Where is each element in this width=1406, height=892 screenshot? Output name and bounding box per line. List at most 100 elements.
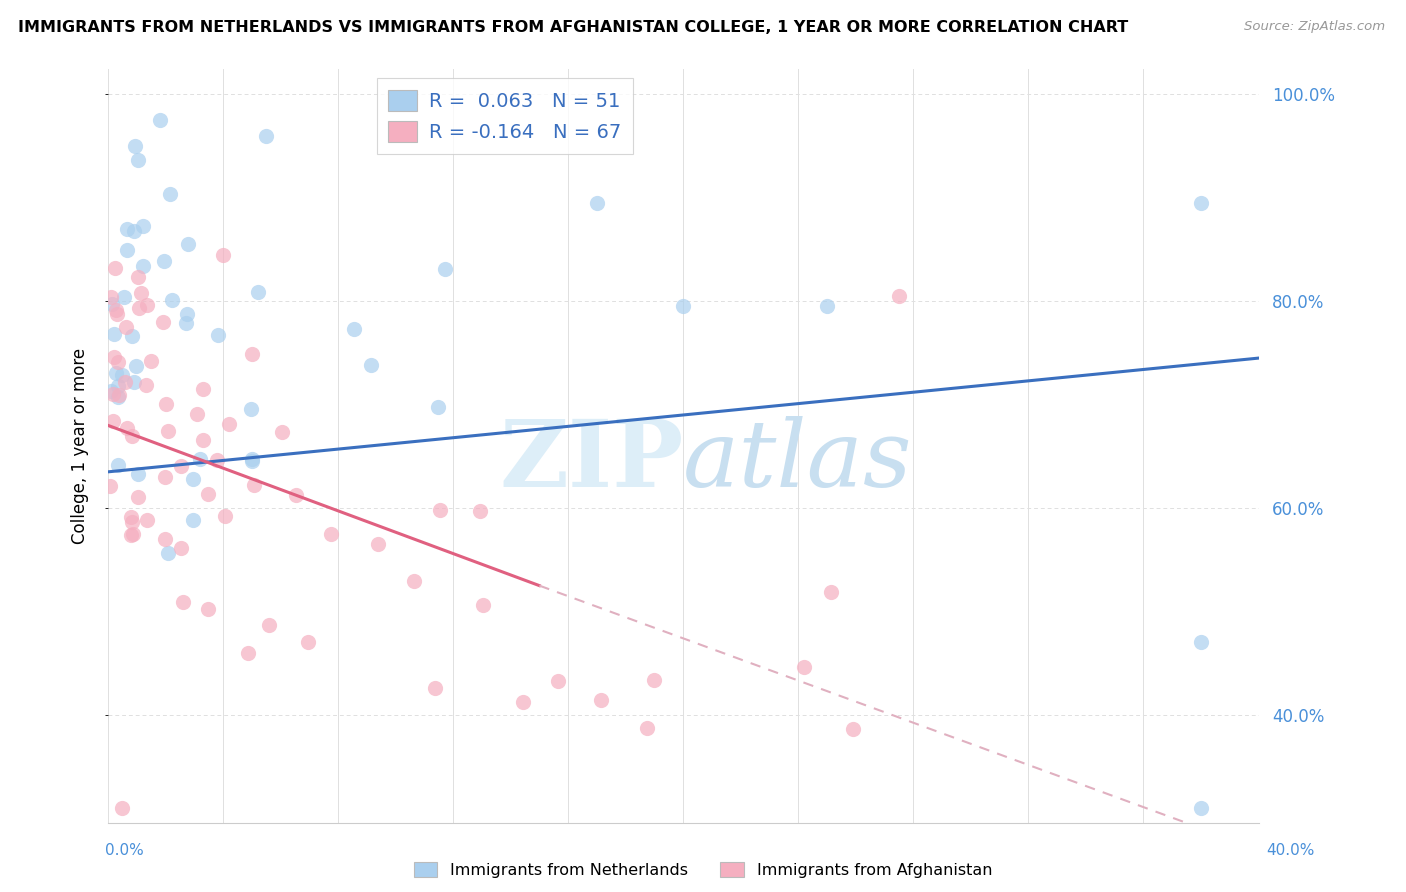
Point bbox=[107, 379, 129, 393]
Point bbox=[240, 453, 263, 467]
Point bbox=[176, 236, 198, 251]
Point bbox=[197, 602, 219, 616]
Point bbox=[343, 322, 366, 336]
Point bbox=[104, 366, 127, 380]
Point bbox=[1189, 635, 1212, 649]
Point bbox=[122, 527, 145, 541]
Point bbox=[107, 307, 129, 321]
Point bbox=[101, 414, 124, 428]
Point bbox=[205, 453, 228, 467]
Point bbox=[124, 139, 146, 153]
Point bbox=[98, 479, 121, 493]
Point bbox=[121, 528, 143, 542]
Point bbox=[176, 307, 198, 321]
Y-axis label: College, 1 year or more: College, 1 year or more bbox=[72, 348, 89, 544]
Point bbox=[127, 153, 149, 167]
Point bbox=[141, 353, 163, 368]
Point bbox=[155, 470, 177, 484]
Point bbox=[135, 298, 157, 312]
Point bbox=[100, 384, 122, 398]
Point bbox=[471, 598, 494, 612]
Point bbox=[257, 618, 280, 632]
Point bbox=[240, 451, 263, 466]
Point bbox=[127, 270, 149, 285]
Point bbox=[815, 299, 838, 313]
Point bbox=[122, 224, 145, 238]
Point bbox=[238, 646, 260, 660]
Point bbox=[887, 289, 910, 303]
Point bbox=[240, 347, 263, 361]
Point bbox=[105, 303, 128, 318]
Point bbox=[127, 490, 149, 504]
Point bbox=[254, 128, 277, 143]
Point bbox=[212, 248, 235, 262]
Point bbox=[319, 527, 342, 541]
Point bbox=[284, 488, 307, 502]
Text: Source: ZipAtlas.com: Source: ZipAtlas.com bbox=[1244, 20, 1385, 33]
Point bbox=[107, 458, 129, 472]
Point bbox=[586, 196, 609, 211]
Point bbox=[156, 424, 179, 438]
Point bbox=[104, 261, 127, 276]
Point bbox=[107, 355, 129, 369]
Point bbox=[121, 515, 143, 529]
Text: 40.0%: 40.0% bbox=[1267, 843, 1315, 858]
Point bbox=[181, 513, 204, 527]
Point bbox=[214, 509, 236, 524]
Point bbox=[243, 478, 266, 492]
Point bbox=[643, 673, 665, 688]
Point bbox=[170, 459, 193, 474]
Text: IMMIGRANTS FROM NETHERLANDS VS IMMIGRANTS FROM AFGHANISTAN COLLEGE, 1 YEAR OR MO: IMMIGRANTS FROM NETHERLANDS VS IMMIGRANT… bbox=[18, 20, 1129, 35]
Point bbox=[114, 375, 136, 389]
Point bbox=[132, 259, 155, 273]
Point bbox=[174, 316, 197, 330]
Point bbox=[271, 425, 294, 439]
Point bbox=[591, 693, 613, 707]
Point bbox=[108, 388, 131, 402]
Point bbox=[107, 391, 129, 405]
Point bbox=[1189, 801, 1212, 815]
Point bbox=[101, 387, 124, 401]
Point bbox=[112, 290, 135, 304]
Point bbox=[207, 328, 229, 343]
Point bbox=[128, 301, 150, 315]
Point bbox=[186, 407, 208, 421]
Point bbox=[153, 253, 176, 268]
Point bbox=[132, 219, 155, 234]
Text: atlas: atlas bbox=[683, 416, 912, 506]
Text: ZIP: ZIP bbox=[499, 416, 683, 506]
Point bbox=[218, 417, 240, 432]
Point bbox=[429, 503, 451, 517]
Point bbox=[404, 574, 426, 588]
Point bbox=[188, 452, 211, 467]
Point bbox=[155, 532, 177, 546]
Point bbox=[367, 537, 389, 551]
Point bbox=[468, 504, 491, 518]
Point bbox=[512, 695, 534, 709]
Point bbox=[135, 378, 157, 392]
Point bbox=[129, 286, 152, 301]
Point bbox=[111, 368, 134, 383]
Point bbox=[793, 660, 815, 674]
Point bbox=[117, 222, 139, 236]
Point bbox=[101, 297, 124, 311]
Point bbox=[170, 541, 193, 555]
Point bbox=[547, 674, 569, 689]
Point bbox=[122, 376, 145, 390]
Point bbox=[297, 635, 319, 649]
Point bbox=[820, 584, 842, 599]
Point bbox=[172, 595, 194, 609]
Point bbox=[121, 328, 143, 343]
Point bbox=[240, 402, 263, 417]
Point bbox=[159, 186, 181, 201]
Point bbox=[197, 487, 219, 501]
Point bbox=[127, 467, 149, 481]
Point bbox=[103, 351, 125, 365]
Text: 0.0%: 0.0% bbox=[105, 843, 145, 858]
Point bbox=[121, 429, 143, 443]
Point bbox=[842, 722, 865, 736]
Point bbox=[191, 434, 214, 448]
Point bbox=[149, 113, 172, 128]
Point bbox=[115, 319, 138, 334]
Point bbox=[125, 359, 148, 374]
